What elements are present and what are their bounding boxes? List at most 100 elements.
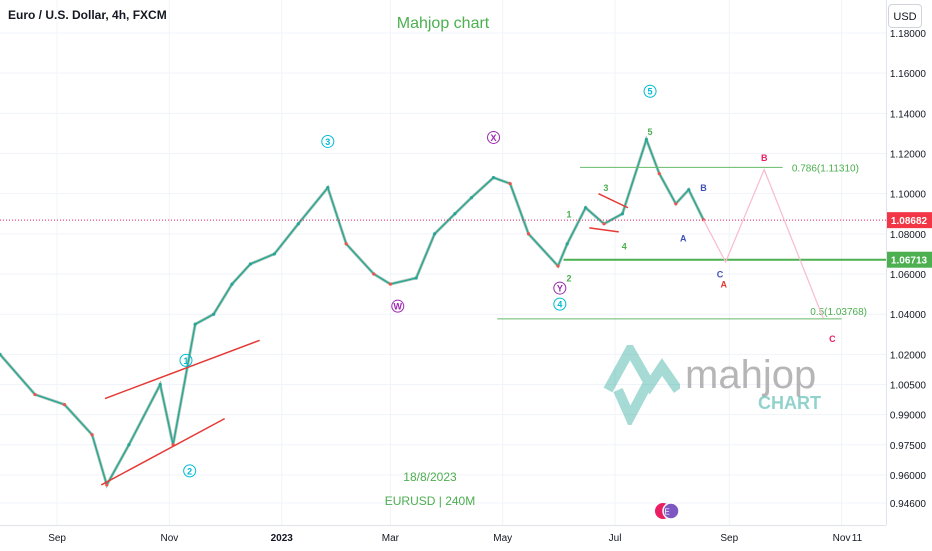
price-point: [657, 171, 661, 176]
y-tick-label: 1.16000: [890, 69, 927, 80]
x-tick-label: Sep: [48, 533, 66, 544]
wave-label-circle: [553, 281, 567, 295]
price-point: [158, 382, 162, 387]
price-point: [584, 206, 588, 210]
price-point: [212, 312, 216, 316]
time-axis[interactable]: [0, 525, 886, 551]
wave-label-circle: [321, 134, 335, 148]
price-point: [105, 483, 109, 487]
last-price-tag-box: [886, 212, 932, 229]
trendline: [100, 417, 226, 486]
price-point: [193, 322, 197, 326]
price-point: [687, 188, 691, 192]
wave-label: 4: [557, 300, 562, 310]
y-tick-label: 1.06000: [890, 270, 927, 281]
y-tick-label: 0.96000: [890, 471, 927, 482]
y-tick-label: 1.14000: [890, 109, 927, 120]
price-point: [453, 212, 457, 216]
x-tick-label: May: [493, 533, 512, 544]
wave-label-circle: [179, 353, 193, 367]
wave-label-circle: [391, 299, 405, 313]
date-annotation: 18/8/2023: [403, 470, 457, 484]
price-series-line: [0, 137, 705, 487]
x-tick-label: Nov: [161, 533, 179, 544]
wave-label: 5: [648, 127, 653, 137]
wave-label: C: [717, 270, 724, 280]
pair-annotation: EURUSD | 240M: [384, 494, 476, 508]
price-point: [469, 196, 474, 200]
price-point: [620, 212, 625, 216]
price-point: [372, 272, 376, 276]
trendline: [589, 227, 619, 233]
fib-786-label: 0.786(1.11310): [792, 163, 859, 174]
x-tick-label: Nov: [833, 533, 851, 544]
wave-label: 1: [567, 209, 572, 219]
trendline: [104, 339, 260, 400]
y-tick-label: 1.08000: [890, 230, 927, 241]
price-point: [248, 262, 253, 266]
wave-label-circle: [643, 84, 657, 98]
wave-label: 2: [187, 466, 192, 476]
price-point: [674, 202, 678, 206]
price-point: [526, 232, 531, 236]
price-point: [272, 252, 276, 256]
price-point: [62, 402, 67, 407]
x-tick-label: Mar: [382, 533, 400, 544]
y-tick-label: 0.99000: [890, 411, 927, 422]
x-tick-label: 11: [852, 533, 863, 544]
y-tick-label: 1.02000: [890, 350, 927, 361]
logo-sub: CHART: [758, 393, 821, 413]
wave-label: B: [700, 183, 707, 193]
price-point: [33, 392, 37, 397]
x-tick-label: Jul: [609, 533, 622, 544]
price-point: [127, 443, 131, 447]
price-point: [433, 232, 437, 236]
price-point: [565, 242, 569, 246]
price-point: [230, 282, 234, 286]
price-point: [326, 186, 330, 190]
price-point: [388, 282, 393, 286]
y-tick-label: 0.97500: [890, 441, 927, 452]
wave-label-circle: [183, 464, 197, 478]
last-price-tag: 1.08682: [891, 216, 928, 227]
wave-label-circle: [553, 297, 567, 311]
wave-label: 2: [567, 274, 572, 284]
currency-button[interactable]: USD: [888, 4, 922, 28]
price-point: [344, 242, 348, 246]
wave-label: 5: [648, 87, 653, 97]
wave-label: 3: [603, 183, 608, 193]
wave-label: A: [680, 233, 687, 243]
logo-word: mahjop: [685, 353, 817, 397]
y-tick-label: 1.10000: [890, 190, 927, 201]
wave-label: W: [394, 302, 403, 312]
x-tick-label: 2023: [271, 533, 294, 544]
price-point: [0, 352, 2, 356]
symbol-title[interactable]: Euro / U.S. Dollar, 4h, FXCM: [8, 8, 167, 22]
trendline: [598, 193, 629, 209]
wave-label: Y: [557, 284, 563, 294]
wave-label: 3: [325, 137, 330, 147]
price-axis[interactable]: [886, 0, 932, 525]
chart-name: Mahjop chart: [396, 15, 490, 32]
price-point: [644, 137, 648, 142]
events-badge-icon[interactable]: E: [654, 501, 680, 521]
y-tick-label: 1.12000: [890, 150, 927, 161]
price-point: [556, 264, 560, 268]
wave-label: 1: [183, 356, 188, 366]
price-point: [90, 433, 94, 437]
price-series-shadow: [0, 134, 705, 489]
projection-path: [702, 168, 824, 319]
support-level-tag-box: [886, 251, 932, 268]
x-tick-label: Sep: [720, 533, 738, 544]
watermark-logo: mahjop CHART: [600, 345, 821, 425]
wave-label: X: [491, 133, 497, 143]
y-tick-label: 0.94600: [890, 499, 927, 510]
fib-50-label: 0.5(1.03768): [810, 307, 867, 318]
wave-label: A: [720, 280, 727, 290]
wave-label-circle: [487, 130, 501, 144]
wave-label: 4: [622, 241, 627, 251]
svg-text:E: E: [664, 508, 669, 517]
price-point: [296, 222, 300, 226]
wave-label: C: [829, 334, 836, 344]
